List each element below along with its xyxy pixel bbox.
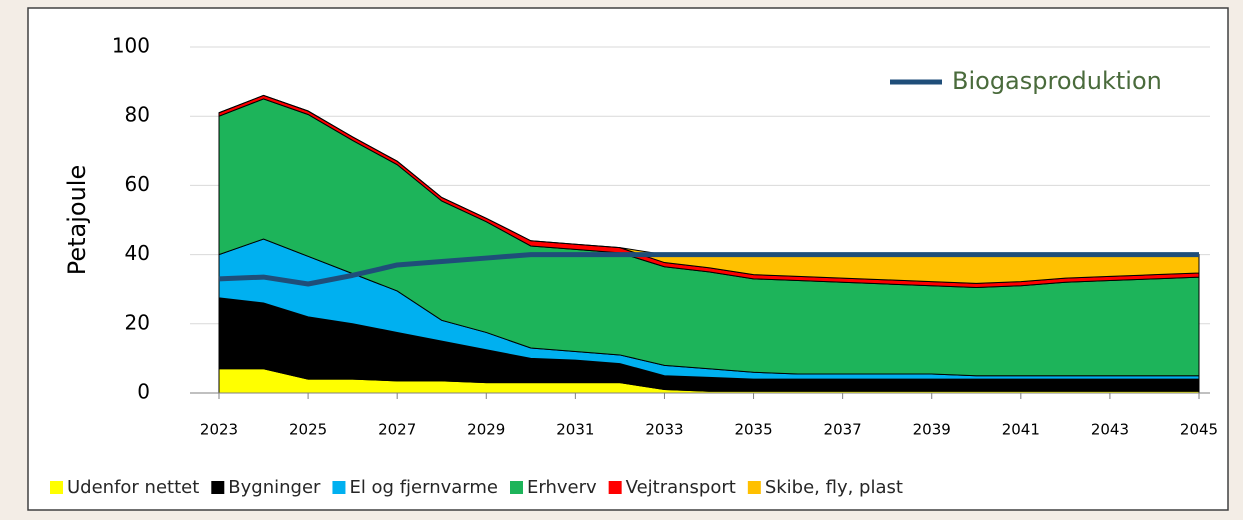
legend-swatch (50, 481, 63, 494)
legend-swatch (510, 481, 523, 494)
legend-label: Erhverv (527, 477, 597, 498)
legend-swatch (332, 481, 346, 494)
y-tick-label: 0 (137, 380, 150, 404)
x-tick-label: 2037 (824, 421, 862, 439)
y-tick-label: 80 (125, 103, 150, 127)
legend-label: Bygninger (228, 477, 321, 498)
x-tick-label: 2023 (200, 421, 238, 439)
x-tick-label: 2043 (1091, 421, 1129, 439)
legend-label: Skibe, fly, plast (765, 477, 903, 498)
x-tick-label: 2027 (378, 421, 416, 439)
y-tick-label: 40 (125, 241, 150, 265)
x-tick-label: 2035 (734, 421, 772, 439)
legend-swatch (608, 481, 622, 494)
x-tick-label: 2025 (289, 421, 327, 439)
x-tick-label: 2033 (645, 421, 683, 439)
x-tick-label: 2031 (556, 421, 594, 439)
legend-label: El og fjernvarme (349, 477, 498, 498)
legend-label: Biogasproduktion (952, 67, 1162, 95)
y-axis-label: Petajoule (63, 165, 91, 276)
legend-label: Udenfor nettet (67, 477, 199, 498)
legend-label: Vejtransport (626, 477, 736, 498)
legend-swatch (747, 481, 761, 494)
area (218, 94, 1200, 284)
x-tick-label: 2029 (467, 421, 505, 439)
x-tick-label: 2041 (1002, 421, 1040, 439)
y-tick-label: 20 (125, 310, 150, 334)
y-tick-label: 60 (125, 172, 150, 196)
y-tick-label: 100 (112, 34, 150, 58)
legend-swatch (211, 481, 225, 494)
x-tick-label: 2039 (913, 421, 951, 439)
line (218, 252, 1199, 287)
x-tick-label: 2045 (1180, 421, 1218, 439)
